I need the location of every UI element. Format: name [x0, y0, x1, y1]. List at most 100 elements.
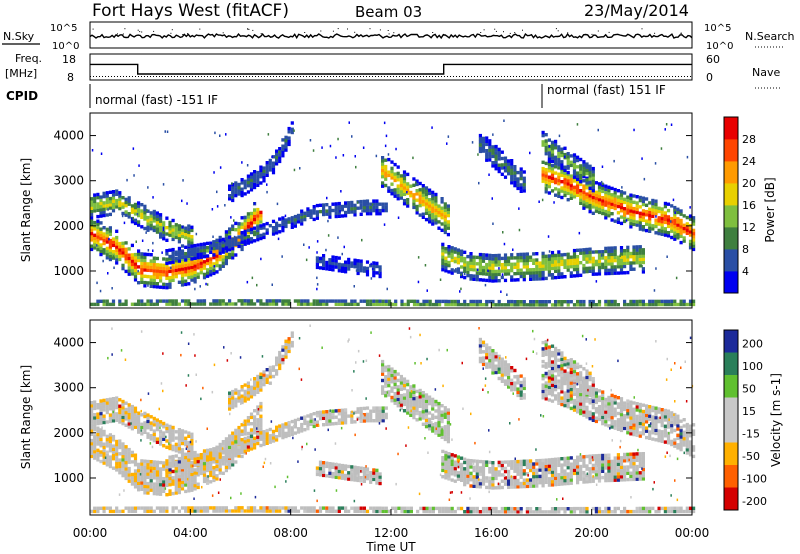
power-cell [651, 205, 655, 209]
power-cell [550, 163, 555, 168]
power-cell [309, 209, 313, 213]
power-cell [390, 160, 394, 164]
power-cell [604, 259, 608, 263]
velocity-cell [481, 475, 486, 480]
power-cell [682, 239, 686, 243]
velocity-cell [256, 441, 260, 446]
velocity-cell [421, 394, 425, 398]
power-cell [641, 212, 645, 216]
velocity-cell [444, 463, 448, 467]
power-speckle [362, 146, 365, 149]
velocity-cell [287, 433, 291, 438]
power-cell [190, 228, 194, 233]
power-cell [365, 260, 370, 264]
power-cell [174, 256, 178, 261]
velocity-cell [415, 408, 419, 412]
velocity-cell [215, 459, 219, 463]
velocity-cell [538, 481, 542, 485]
velocity-cell [399, 397, 403, 401]
power-cell [228, 302, 232, 306]
power-cell [130, 243, 134, 248]
velocity-cell [221, 444, 225, 449]
power-cell [679, 225, 683, 229]
velocity-cell [541, 383, 545, 387]
power-cell [171, 262, 175, 267]
power-cell [300, 222, 304, 226]
velocity-cell [641, 474, 645, 478]
velocity-cell [133, 406, 138, 410]
velocity-cell [525, 472, 529, 476]
power-cell [441, 252, 445, 256]
velocity-cell [478, 482, 482, 486]
velocity-cell [412, 400, 416, 404]
velocity-cell [497, 463, 501, 468]
velocity-cell [137, 427, 141, 431]
power-cell [184, 279, 188, 283]
power-cell [554, 146, 558, 150]
velocity-cell [140, 471, 144, 476]
power-cell [402, 183, 407, 187]
power-cell [133, 256, 138, 260]
power-cell [96, 196, 100, 200]
power-cell [243, 229, 247, 234]
power-cell [93, 206, 97, 210]
power-cell [594, 272, 598, 276]
velocity-cell [437, 433, 441, 437]
power-cell [171, 218, 175, 223]
velocity-cell [507, 485, 511, 489]
power-cell [159, 222, 163, 226]
velocity-cell [168, 424, 172, 429]
power-cell [149, 214, 153, 218]
velocity-cell [594, 410, 598, 414]
power-cell [253, 182, 257, 187]
power-cell [387, 173, 391, 178]
power-cell [424, 205, 429, 209]
velocity-cell [177, 475, 181, 479]
velocity-cell [444, 469, 448, 474]
power-cell [121, 241, 125, 245]
power-cell [588, 253, 592, 258]
velocity-cell [133, 459, 138, 464]
nave-label: Nave [752, 66, 780, 79]
velocity-cell [187, 455, 191, 459]
power-cell [375, 212, 379, 216]
power-cell [253, 185, 257, 190]
velocity-cell [96, 439, 100, 443]
velocity-cell [124, 401, 128, 405]
power-cell [199, 299, 203, 303]
velocity-cell [152, 491, 156, 496]
power-cell [491, 254, 495, 258]
power-cell [165, 282, 169, 287]
power-cell [118, 248, 122, 252]
power-cell [412, 302, 417, 307]
power-cell [434, 196, 438, 200]
power-cell [146, 222, 150, 226]
velocity-cell [412, 406, 416, 410]
velocity-cell [143, 472, 147, 476]
velocity-cell [550, 386, 555, 391]
power-cell [140, 258, 144, 262]
power-cell [597, 204, 602, 208]
power-cell [124, 241, 128, 245]
power-speckle [136, 213, 139, 216]
velocity-cell [576, 391, 580, 395]
power-cell [576, 174, 580, 178]
power-speckle [426, 289, 428, 292]
velocity-cell [99, 402, 103, 406]
power-cell [544, 180, 548, 184]
power-cell [340, 204, 344, 209]
power-cell [632, 222, 636, 227]
power-cell [271, 167, 276, 172]
velocity-cell [93, 403, 97, 407]
velocity-cell [237, 429, 241, 433]
velocity-cell [118, 471, 122, 475]
power-cell [130, 256, 134, 260]
power-cell [673, 302, 677, 307]
power-cell [162, 221, 166, 225]
power-cell [96, 192, 100, 197]
power-cell [315, 256, 319, 260]
power-cell [312, 299, 316, 303]
power-cell [629, 267, 633, 271]
velocity-cell [632, 429, 636, 434]
power-cell [111, 202, 116, 206]
